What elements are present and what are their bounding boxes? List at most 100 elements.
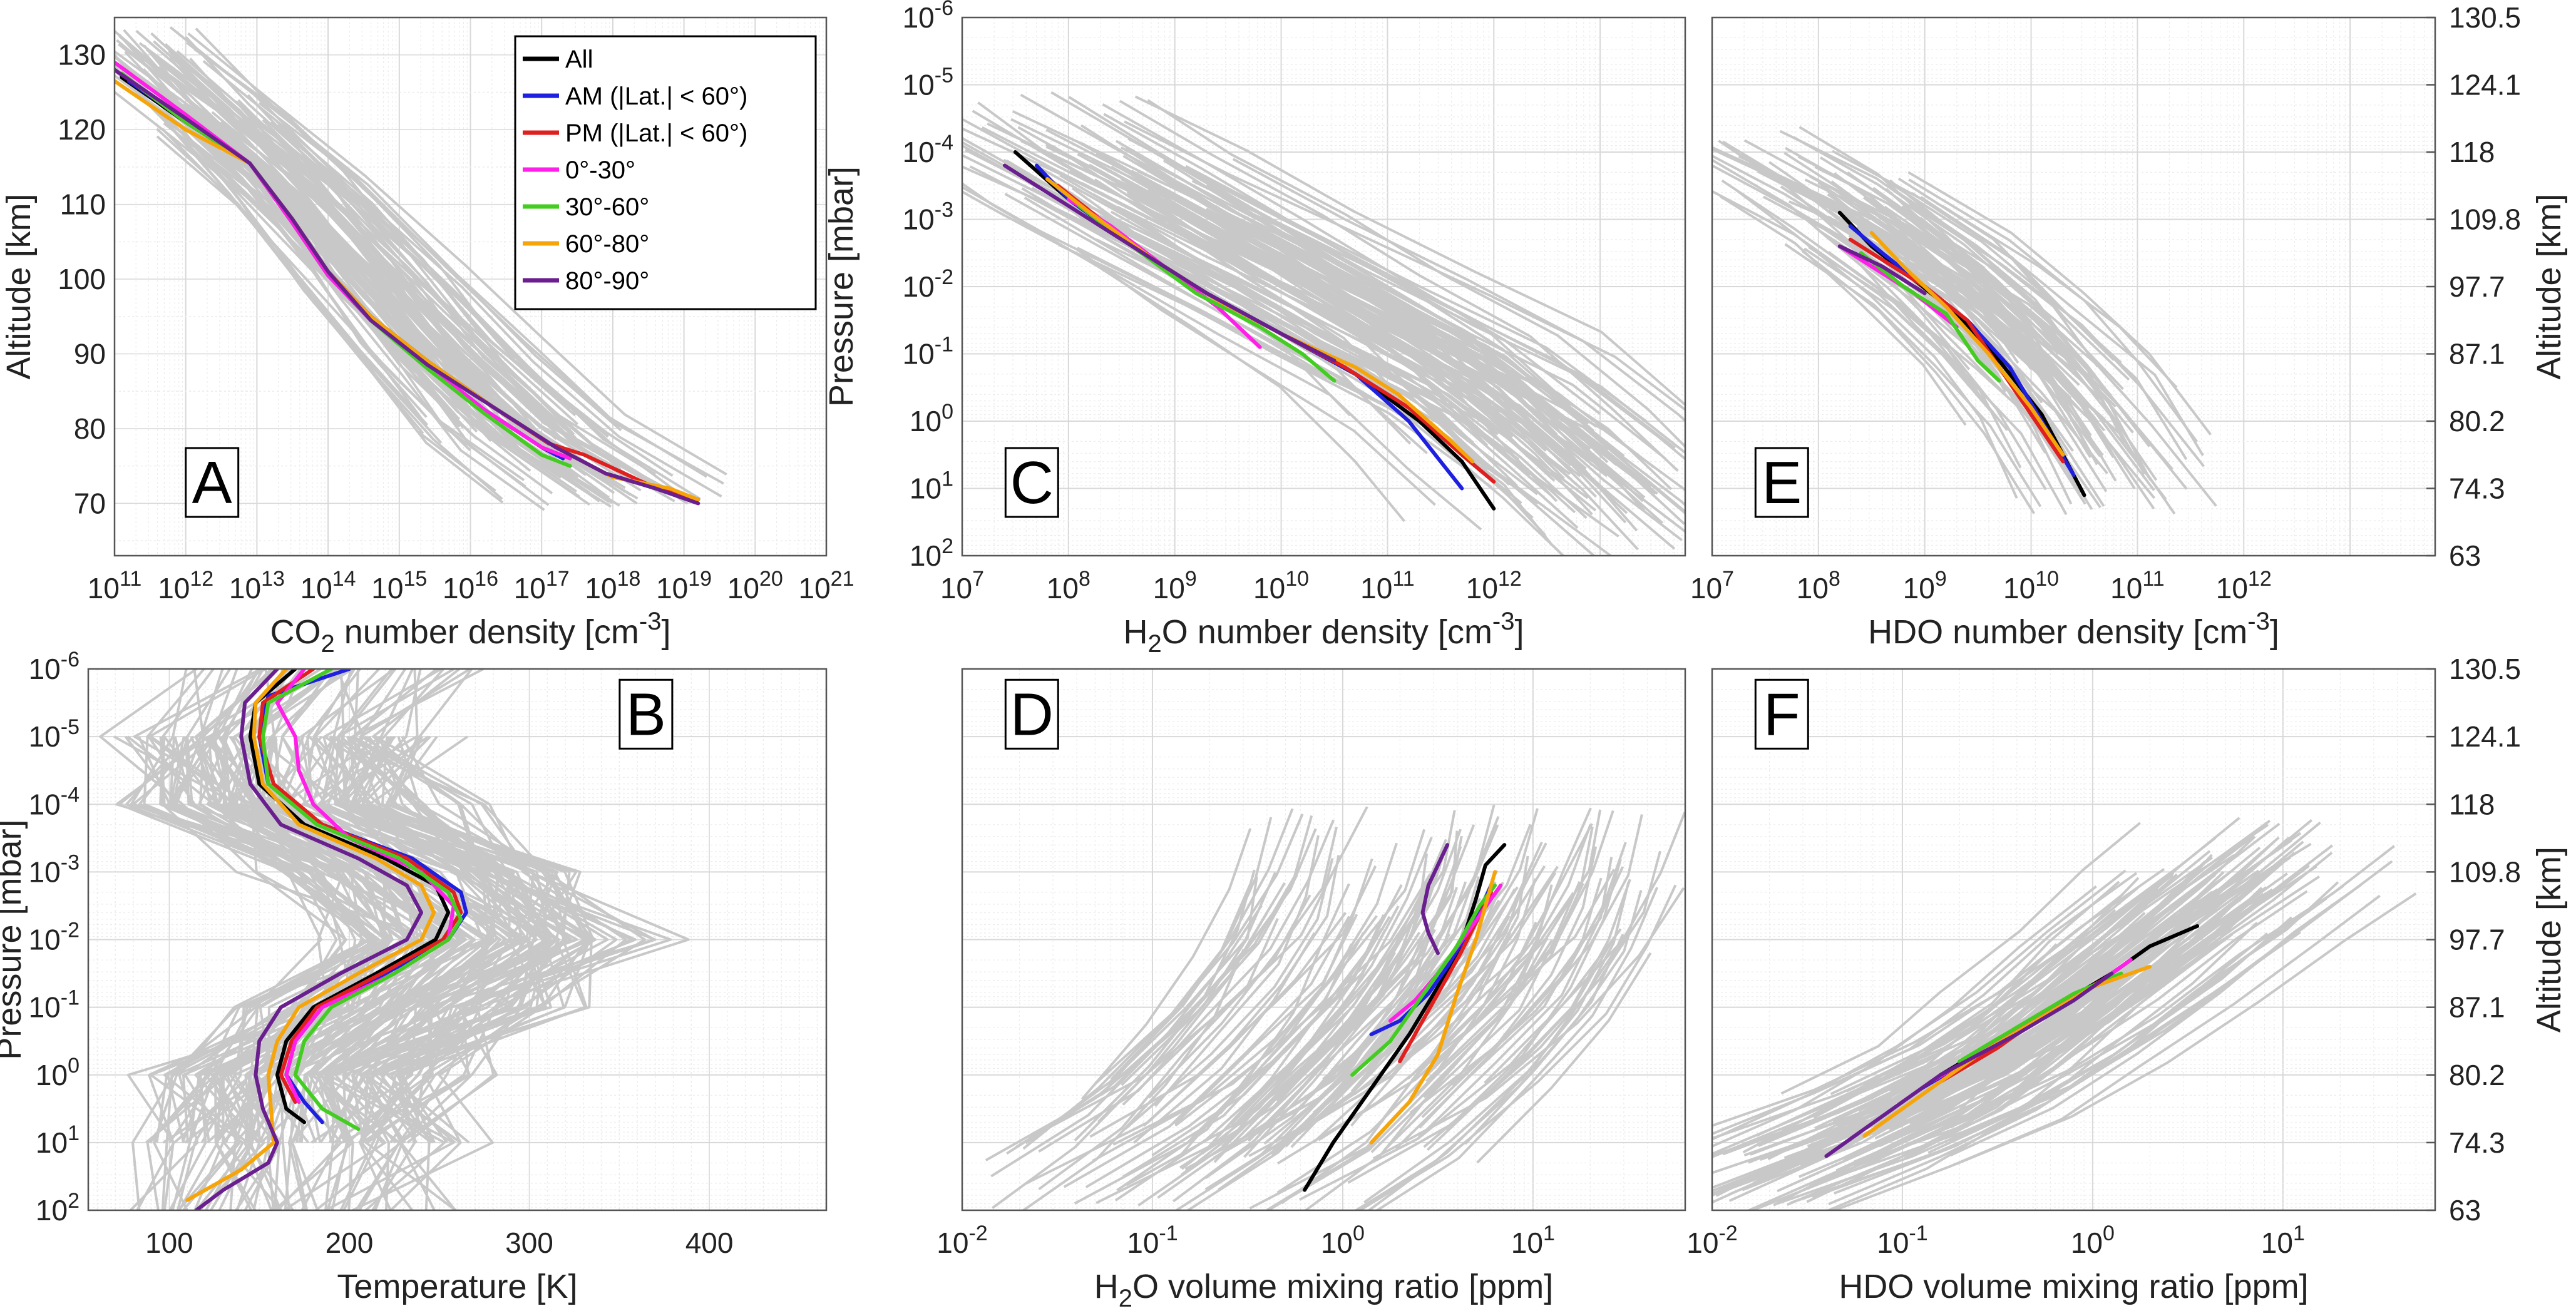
right-axis-label: Altitude [km] xyxy=(2530,847,2568,1033)
series-line-All xyxy=(248,669,451,1125)
y-axis-label: Pressure [mbar] xyxy=(0,819,28,1059)
individual-profile-line xyxy=(1934,872,2288,1098)
series-line-All xyxy=(1303,843,1507,1192)
legend-label: 30°-60° xyxy=(565,193,649,221)
grid xyxy=(1711,668,2435,1210)
individual-profile-line xyxy=(1909,250,2134,434)
series-line-PM xyxy=(1848,237,2065,464)
right-y-tick-label: 124.1 xyxy=(2449,720,2521,753)
individual-profile-line xyxy=(1767,173,2043,404)
series-line-b0_30 xyxy=(275,669,456,1104)
individual-profile-line xyxy=(329,735,646,1210)
series-line-b80_90 xyxy=(194,669,423,1210)
series-line-b80_90 xyxy=(1002,163,1337,363)
individual-profile-line xyxy=(1122,894,1311,1106)
x-tick-label: 1011 xyxy=(88,567,141,604)
y-tick-label: 70 xyxy=(74,487,106,519)
x-tick-label: 200 xyxy=(326,1227,374,1259)
individual-profile-line xyxy=(179,64,526,448)
right-y-tick-label: 63 xyxy=(2449,1194,2481,1227)
individual-profile-line xyxy=(1372,887,1685,1160)
series-line-PM xyxy=(1398,890,1493,1064)
x-tick-label: 1016 xyxy=(443,567,498,604)
individual-profile-line xyxy=(1071,186,1412,445)
individual-profile-line xyxy=(115,56,639,500)
individual-profile-line xyxy=(1909,203,2205,467)
individual-profile-line xyxy=(1075,248,1436,506)
series-line-b80_90 xyxy=(1837,244,1927,295)
x-tick-label: 1014 xyxy=(300,567,356,604)
x-tick-label: 10-2 xyxy=(1686,1222,1737,1259)
series-line-b30_60 xyxy=(1859,251,2001,383)
individual-profile-line xyxy=(1201,943,1353,1155)
individual-profile-line xyxy=(1154,835,1320,1107)
series-line-b80_90 xyxy=(115,68,700,506)
x-tick-label: 1021 xyxy=(799,567,854,604)
individual-profile-line xyxy=(1909,852,2333,1125)
individual-profile-line xyxy=(1134,95,1685,407)
individual-profile-line xyxy=(1069,200,1588,519)
individual-profile-line xyxy=(317,669,516,1144)
individual-profile-line xyxy=(1093,814,1304,1086)
right-y-tick-label: 74.3 xyxy=(2449,472,2505,505)
x-tick-label: 1011 xyxy=(1360,567,1414,604)
x-tick-label: 109 xyxy=(1153,567,1197,604)
series-line-b80_90 xyxy=(1824,971,2114,1158)
axes-frame xyxy=(87,668,828,1211)
individual-profile-line xyxy=(1375,887,1659,1210)
individual-profile-line xyxy=(176,106,424,422)
individual-profile-line xyxy=(1476,952,1652,1164)
individual-profiles xyxy=(962,91,1685,556)
y-tick-label: 10-2 xyxy=(903,265,953,303)
x-tick-label: 1019 xyxy=(656,567,712,604)
x-tick-label: 1010 xyxy=(2003,567,2059,604)
individual-profile-line xyxy=(1941,205,2178,389)
individual-profile-line xyxy=(1213,951,1396,1163)
right-y-tick-label: 130.5 xyxy=(2449,653,2521,685)
individual-profile-line xyxy=(1127,137,1676,449)
series-line-b30_60 xyxy=(1350,884,1497,1077)
y-axis-label: Altitude [km] xyxy=(0,193,38,379)
y-tick-label: 10-4 xyxy=(29,783,80,820)
individual-profile-line xyxy=(1248,931,1426,1142)
individual-profile-line xyxy=(1712,865,2180,1128)
panel-label: C xyxy=(1010,449,1054,516)
individual-profile-line xyxy=(350,735,672,1210)
x-tick-label: 107 xyxy=(940,567,984,604)
series-line-b60_80 xyxy=(1869,231,2065,457)
y-tick-label: 10-1 xyxy=(903,333,953,370)
individual-profile-line xyxy=(1407,807,1592,1080)
x-tick-label: 1012 xyxy=(158,567,213,604)
individual-profile-line xyxy=(1017,126,1514,438)
x-tick-label: 100 xyxy=(145,1227,193,1259)
individual-profile-line xyxy=(1180,883,1350,1156)
x-tick-label: 1012 xyxy=(2216,567,2272,604)
individual-profile-line xyxy=(283,736,560,1210)
individual-profile-line xyxy=(1142,855,1340,1127)
individual-profile-line xyxy=(169,669,390,1144)
axes-frame xyxy=(961,668,1686,1211)
individual-profile-line xyxy=(1780,822,2141,1095)
individual-profile-line xyxy=(195,669,426,1210)
legend-label: PM (|Lat.| < 60°) xyxy=(565,120,747,147)
y-tick-label: 10-3 xyxy=(29,850,80,888)
panel-label: E xyxy=(1762,449,1802,516)
individual-profile-line xyxy=(1899,210,2146,475)
panel-label: B xyxy=(626,681,666,748)
individual-profile-line xyxy=(341,736,637,1144)
individual-profile-line xyxy=(1792,136,2151,447)
individual-profile-line xyxy=(1063,916,1351,1188)
individual-profile-line xyxy=(1147,188,1495,447)
x-tick-label: 100 xyxy=(1321,1222,1365,1259)
y-tick-label: 100 xyxy=(36,1054,80,1091)
y-tick-label: 10-6 xyxy=(29,648,80,685)
y-tick-label: 90 xyxy=(74,338,106,370)
x-tick-label: 101 xyxy=(2261,1222,2305,1259)
individual-profiles xyxy=(1712,126,2217,516)
individual-profile-line xyxy=(1151,149,1572,407)
panel-label-box xyxy=(618,678,674,750)
legend-label: 80°-90° xyxy=(565,267,649,295)
individual-profile-line xyxy=(1421,846,1598,1118)
y-tick-label: 100 xyxy=(910,400,953,437)
